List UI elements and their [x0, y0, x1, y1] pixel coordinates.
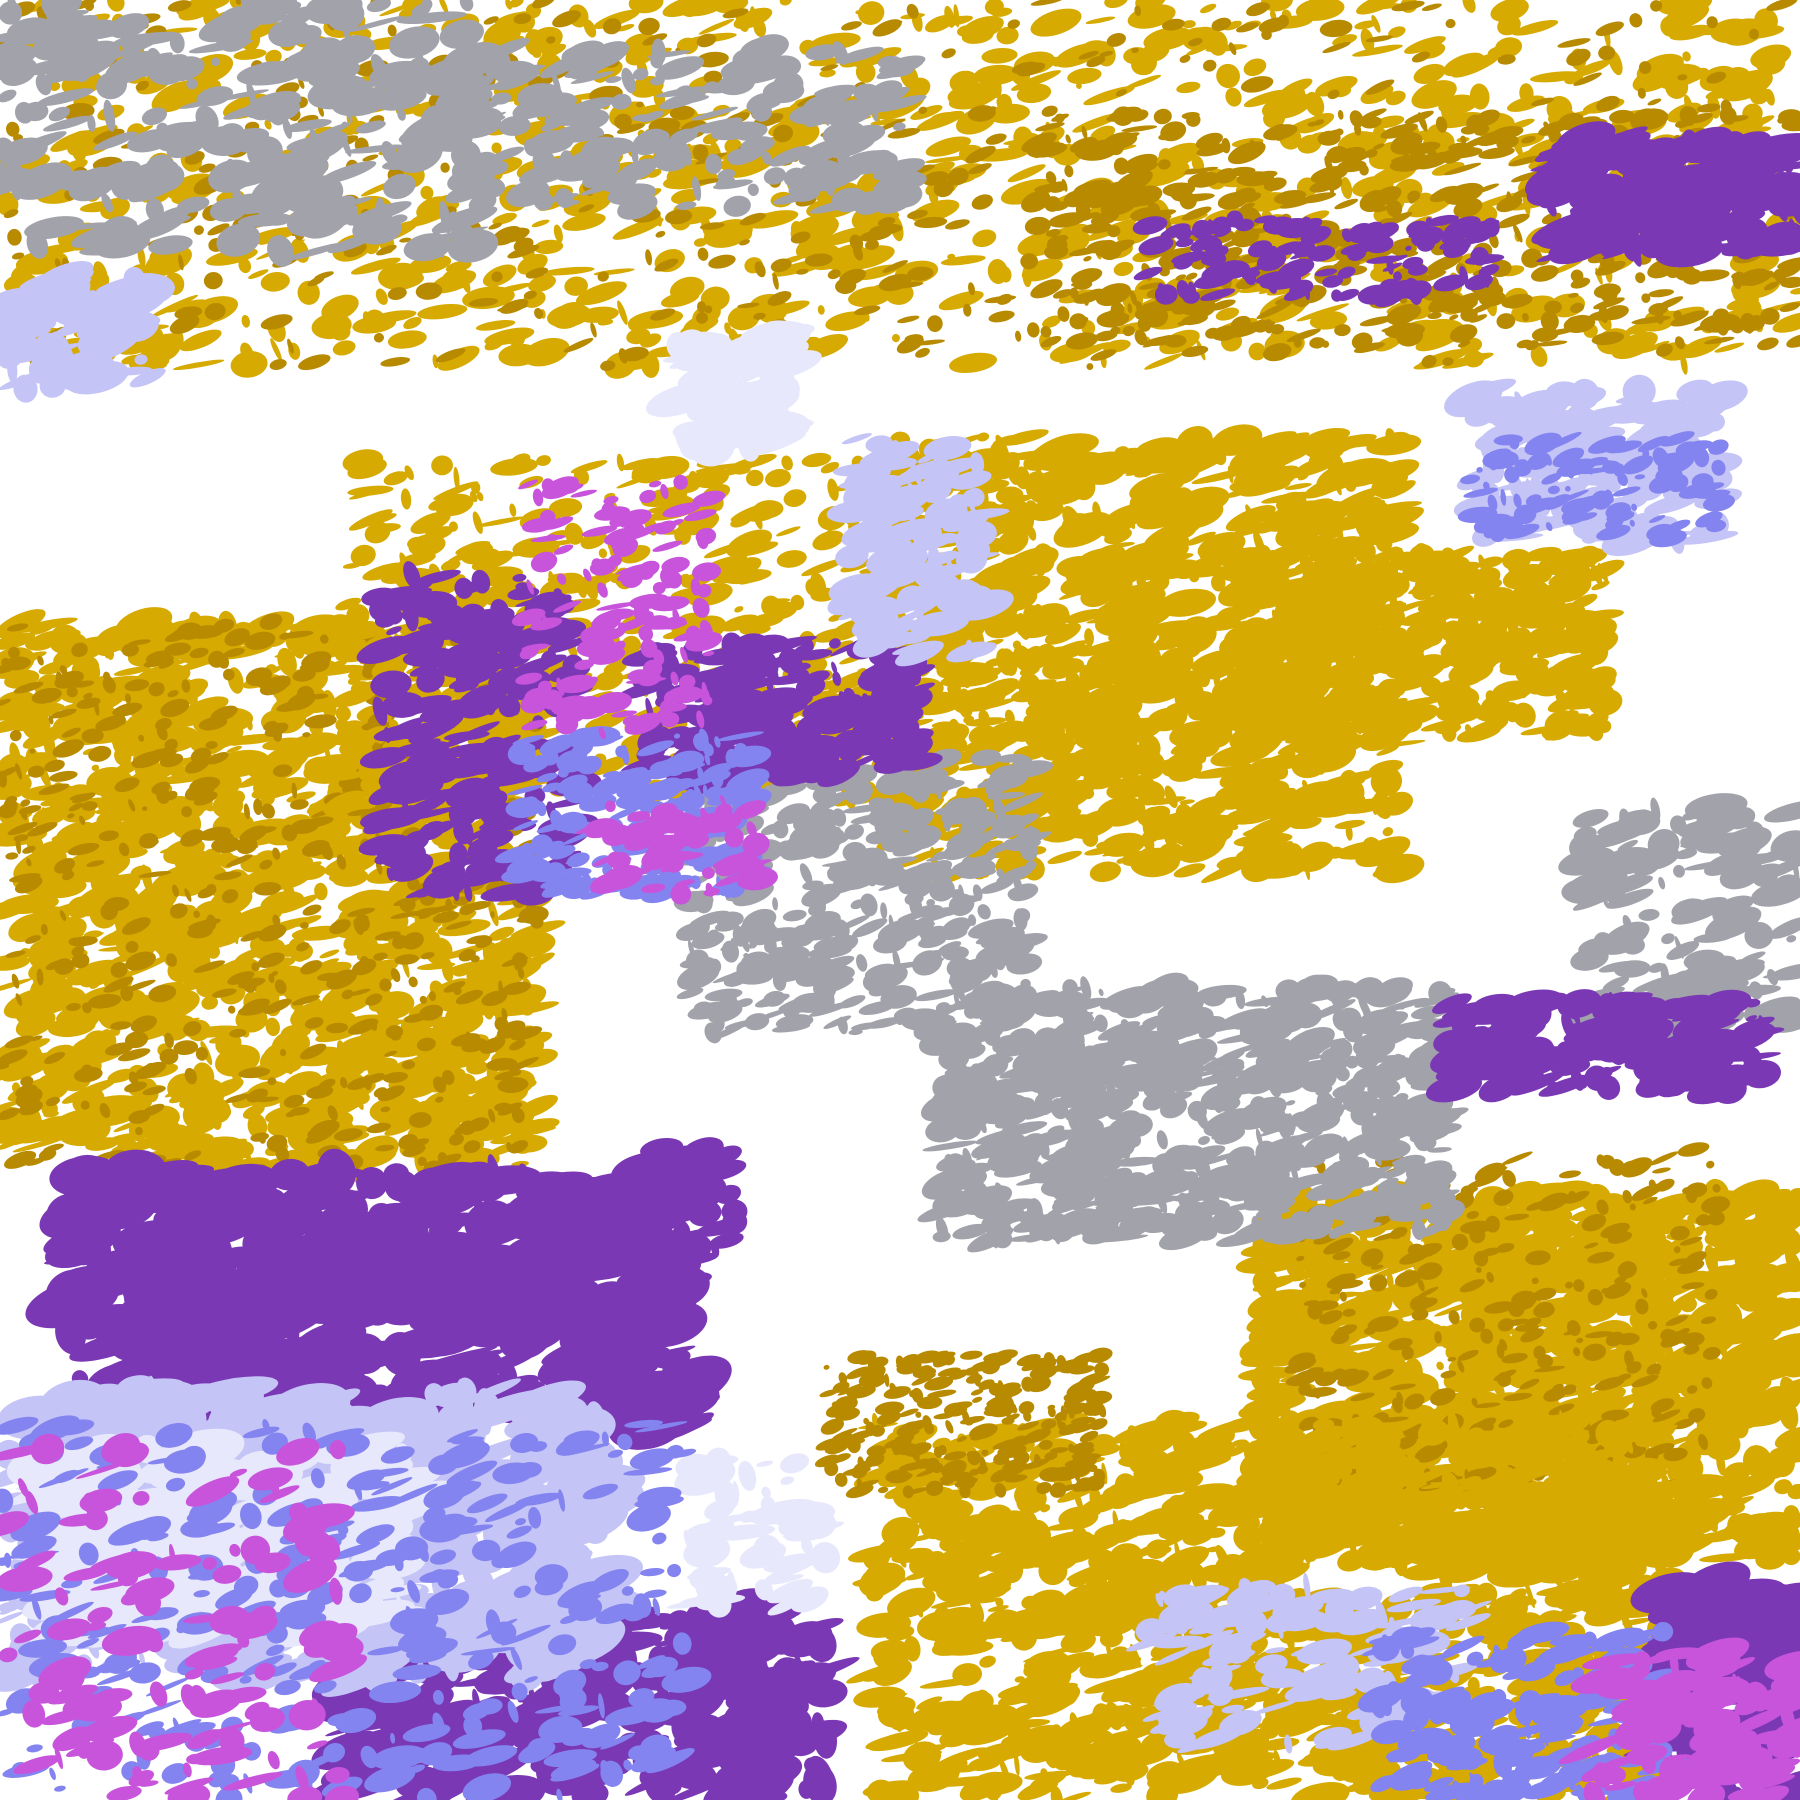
satellite-cloud-map [0, 0, 1800, 1800]
